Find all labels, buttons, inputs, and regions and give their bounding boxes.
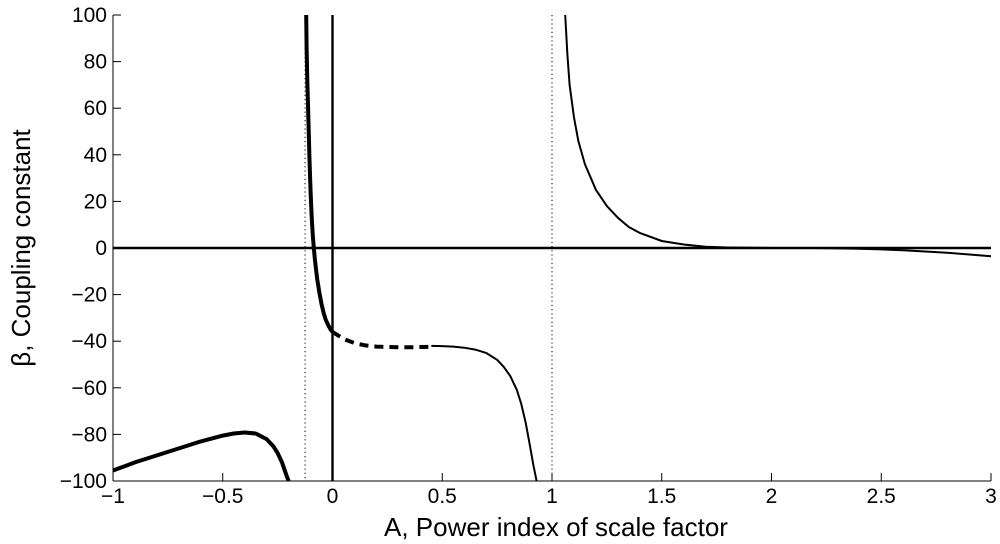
axes: −1 −0.5 0 0.5 1 1.5 2 2.5 3 100 80 60 40 20 0 −20 −40 −60… (60, 4, 997, 508)
series-line-3 (431, 344, 538, 481)
x-tick-label-5: 1.5 (647, 485, 676, 508)
x-tick-label-4: 1 (546, 485, 558, 508)
y-tick-label-3: 40 (84, 144, 107, 167)
y-tick-label-2: 60 (84, 97, 107, 120)
x-tick-label-8: 3 (985, 485, 997, 508)
series-line-1 (304, 15, 335, 334)
y-tick-label-10: −100 (60, 470, 107, 493)
y-tick-label-5: 0 (95, 237, 107, 260)
y-tick-label-9: −80 (71, 423, 107, 446)
y-tick-label-0: 100 (72, 4, 107, 27)
y-tick-label-4: 20 (84, 190, 107, 213)
y-axis-label: β, Coupling constant (6, 128, 36, 366)
y-tick-label-8: −60 (71, 377, 107, 400)
x-tick-label-7: 2.5 (867, 485, 896, 508)
y-tick-label-1: 80 (84, 51, 107, 74)
series-line-0 (113, 430, 291, 481)
x-tick-label-2: 0 (327, 485, 339, 508)
series-line-4 (564, 15, 991, 258)
x-axis-label: A, Power index of scale factor (384, 512, 728, 542)
x-tick-label-1: −0.5 (202, 485, 243, 508)
x-tick-label-6: 2 (766, 485, 778, 508)
y-tick-label-6: −20 (71, 284, 107, 307)
y-tick-label-7: −40 (71, 330, 107, 353)
x-tick-label-3: 0.5 (428, 485, 457, 508)
series-group (113, 15, 991, 481)
series-line-2 (331, 330, 432, 350)
x-tick-label-0: −1 (101, 485, 125, 508)
